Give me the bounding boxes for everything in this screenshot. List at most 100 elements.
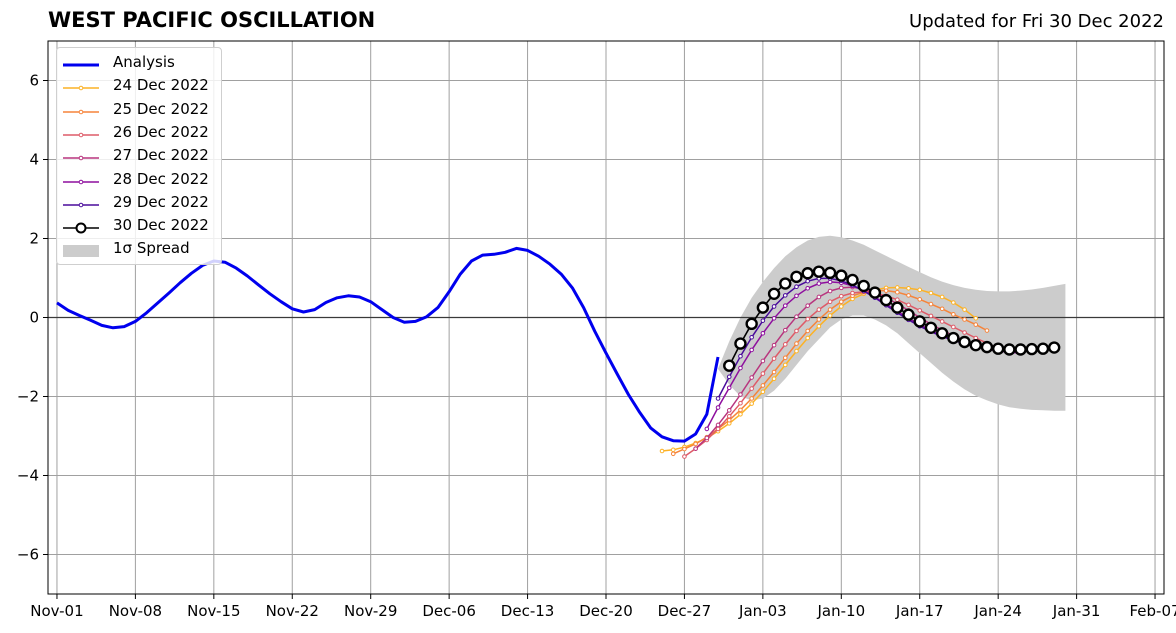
forecast-point-26-dec-2022 (805, 316, 810, 322)
legend-label: 1σ Spread (113, 239, 190, 258)
forecast-point-25-dec-2022 (771, 369, 777, 375)
forecast-point-25-dec-2022 (670, 451, 676, 457)
analysis-line (56, 246, 720, 443)
forecast-point-29-dec-2022 (771, 304, 777, 309)
forecast-point-30-dec-2022 (891, 301, 904, 314)
forecast-point-26-dec-2022 (906, 302, 911, 308)
forecast-point-24-dec-2022 (973, 315, 979, 321)
legend-item-25-dec-2022: 25 Dec 2022 (63, 98, 209, 120)
forecast-point-24-dec-2022 (805, 335, 810, 341)
forecast-point-25-dec-2022 (962, 317, 967, 322)
legend-label: 25 Dec 2022 (113, 99, 209, 118)
forecast-point-24-dec-2022 (794, 348, 799, 354)
x-tick-label: Dec-06 (422, 602, 476, 620)
forecast-point-27-dec-2022 (816, 294, 822, 300)
forecast-point-30-dec-2022 (823, 266, 837, 280)
forecast-point-26-dec-2022 (771, 356, 777, 361)
forecast-point-25-dec-2022 (760, 383, 766, 388)
forecast-point-25-dec-2022 (749, 396, 754, 401)
forecast-point-26-dec-2022 (715, 426, 721, 432)
forecast-point-30-dec-2022 (913, 315, 926, 328)
y-axis: −6 −4 −2 0 2 4 6 (17, 72, 48, 564)
forecast-point-27-dec-2022 (693, 446, 698, 451)
forecast-point-28-dec-2022 (704, 426, 710, 432)
chart-updated-date: Updated for Fri 30 Dec 2022 (909, 11, 1164, 32)
legend-swatch (63, 242, 99, 258)
forecast-point-28-dec-2022 (794, 293, 799, 299)
forecast-point-26-dec-2022 (951, 324, 956, 330)
forecast-point-30-dec-2022 (756, 301, 770, 314)
forecast-point-30-dec-2022 (846, 273, 859, 287)
forecast-point-28-dec-2022 (782, 303, 788, 308)
forecast-point-28-dec-2022 (760, 331, 766, 336)
legend-item-30-dec-2022: 30 Dec 2022 (63, 214, 209, 236)
forecast-point-25-dec-2022 (951, 312, 956, 317)
forecast-point-27-dec-2022 (726, 408, 732, 413)
forecast-point-28-dec-2022 (726, 385, 732, 391)
forecast-point-30-dec-2022 (947, 331, 960, 345)
forecast-point-27-dec-2022 (715, 422, 721, 428)
forecast-point-27-dec-2022 (839, 285, 844, 291)
legend-label: 24 Dec 2022 (113, 76, 209, 95)
forecast-point-26-dec-2022 (850, 290, 855, 296)
forecast-point-30-dec-2022 (767, 287, 781, 300)
legend-label: 30 Dec 2022 (113, 216, 209, 235)
legend-swatch (63, 103, 99, 115)
y-tick-label: 4 (29, 151, 39, 169)
forecast-point-27-dec-2022 (805, 303, 810, 308)
forecast-point-30-dec-2022 (991, 342, 1005, 355)
spread-band (718, 235, 1066, 411)
x-tick-label: Jan-10 (816, 602, 865, 620)
forecast-point-29-dec-2022 (749, 334, 754, 340)
legend-label: 29 Dec 2022 (113, 192, 209, 211)
legend-label: 28 Dec 2022 (113, 169, 209, 188)
forecast-point-30-dec-2022 (723, 359, 736, 372)
x-tick-label: Nov-29 (344, 602, 397, 620)
series-layer (56, 246, 1061, 459)
forecast-point-30-dec-2022 (812, 265, 826, 278)
forecast-point-24-dec-2022 (928, 290, 934, 296)
forecast-point-24-dec-2022 (951, 300, 956, 305)
y-tick-label: 6 (29, 72, 39, 90)
x-tick-label: Nov-01 (30, 602, 83, 620)
forecast-point-30-dec-2022 (958, 335, 971, 349)
forecast-point-25-dec-2022 (726, 417, 732, 423)
x-tick-label: Feb-07 (1130, 602, 1176, 620)
x-tick-label: Dec-27 (658, 602, 712, 620)
forecast-point-25-dec-2022 (973, 322, 979, 327)
forecast-point-24-dec-2022 (827, 313, 833, 318)
forecast-point-26-dec-2022 (917, 308, 923, 313)
forecast-point-28-dec-2022 (771, 315, 777, 321)
forecast-point-25-dec-2022 (805, 328, 810, 334)
forecast-point-29-dec-2022 (782, 293, 788, 298)
forecast-point-27-dec-2022 (794, 314, 799, 320)
x-tick-label: Nov-22 (266, 602, 319, 620)
forecast-point-28-dec-2022 (816, 281, 822, 286)
forecast-point-25-dec-2022 (895, 289, 900, 295)
y-tick-label: −6 (17, 546, 39, 564)
forecast-point-26-dec-2022 (895, 297, 900, 303)
forecast-point-29-dec-2022 (805, 278, 810, 284)
legend: Analysis 24 Dec 2022 25 Dec 2022 26 Dec 202… (56, 47, 222, 265)
legend-item-analysis: Analysis (63, 51, 175, 73)
forecast-point-26-dec-2022 (726, 413, 732, 419)
legend-item-29-dec-2022: 29 Dec 2022 (63, 191, 209, 213)
forecast-point-24-dec-2022 (962, 307, 967, 312)
x-tick-label: Nov-08 (109, 602, 162, 620)
forecast-point-24-dec-2022 (738, 411, 743, 417)
y-tick-label: −2 (17, 388, 39, 406)
forecast-point-30-dec-2022 (801, 267, 814, 280)
forecast-point-26-dec-2022 (794, 328, 799, 334)
forecast-point-29-dec-2022 (738, 353, 743, 359)
x-tick-label: Dec-20 (579, 602, 633, 620)
legend-item-28-dec-2022: 28 Dec 2022 (63, 168, 209, 190)
forecast-point-30-dec-2022 (879, 293, 893, 307)
forecast-point-25-dec-2022 (816, 317, 822, 322)
legend-swatch (63, 149, 99, 161)
forecast-point-30-dec-2022 (790, 270, 803, 284)
forecast-point-28-dec-2022 (749, 347, 754, 353)
forecast-point-26-dec-2022 (782, 342, 788, 347)
forecast-point-24-dec-2022 (771, 376, 777, 382)
forecast-point-29-dec-2022 (760, 318, 766, 323)
legend-swatch (63, 173, 99, 185)
